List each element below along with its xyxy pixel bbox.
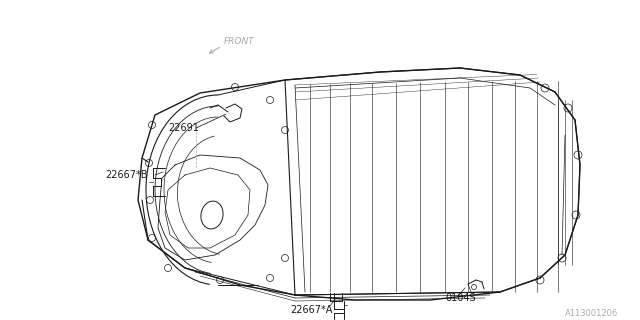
Text: 0104S: 0104S	[445, 293, 476, 303]
Text: 22667*B: 22667*B	[105, 170, 147, 180]
Text: A113001206: A113001206	[564, 309, 618, 318]
Text: 22667*A: 22667*A	[290, 305, 332, 315]
Text: 22691: 22691	[168, 123, 199, 133]
Text: FRONT: FRONT	[224, 37, 255, 46]
